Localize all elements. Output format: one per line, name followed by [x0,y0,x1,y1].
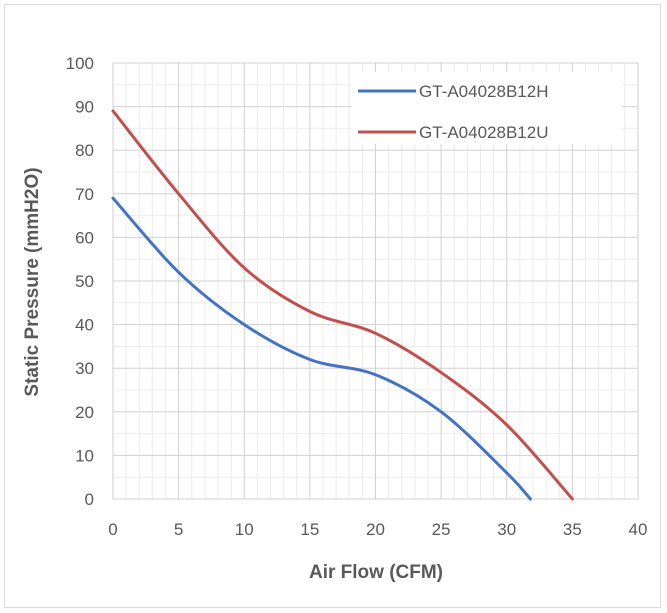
y-tick-label: 30 [75,359,94,378]
y-tick-label: 100 [66,54,94,73]
plot-area-border [112,62,639,500]
y-tick-label: 80 [75,141,94,160]
x-tick-label: 10 [235,520,254,539]
series-layer [111,109,574,501]
x-axis-title: Air Flow (CFM) [309,562,443,583]
legend-label-gt-a04028b12u: GT-A04028B12U [419,123,548,142]
x-tick-label: 35 [563,520,582,539]
x-tick-label: 30 [497,520,516,539]
y-tick-label: 0 [85,490,94,509]
y-tick-label: 40 [75,316,94,335]
y-tick-label: 90 [75,98,94,117]
x-tick-labels: 0 5 10 15 20 25 30 35 40 [108,520,647,539]
legend: GT-A04028B12H GT-A04028B12U [352,72,622,144]
y-tick-labels: 0 10 20 30 40 50 60 70 80 90 100 [66,54,94,509]
x-tick-label: 5 [174,520,183,539]
x-tick-label: 20 [366,520,385,539]
x-tick-label: 15 [300,520,319,539]
x-tick-label: 0 [108,520,117,539]
plot-border [112,62,639,500]
series-line-gt-a04028b12h [111,196,532,501]
x-tick-label: 40 [629,520,648,539]
y-tick-label: 20 [75,403,94,422]
legend-label-gt-a04028b12h: GT-A04028B12H [419,82,548,101]
x-tick-label: 25 [432,520,451,539]
y-tick-label: 10 [75,446,94,465]
y-tick-label: 70 [75,185,94,204]
y-axis-title: Static Pressure (mmH2O) [22,167,43,396]
y-tick-label: 50 [75,272,94,291]
series-line-gt-a04028b12u [111,109,574,501]
y-tick-label: 60 [75,228,94,247]
